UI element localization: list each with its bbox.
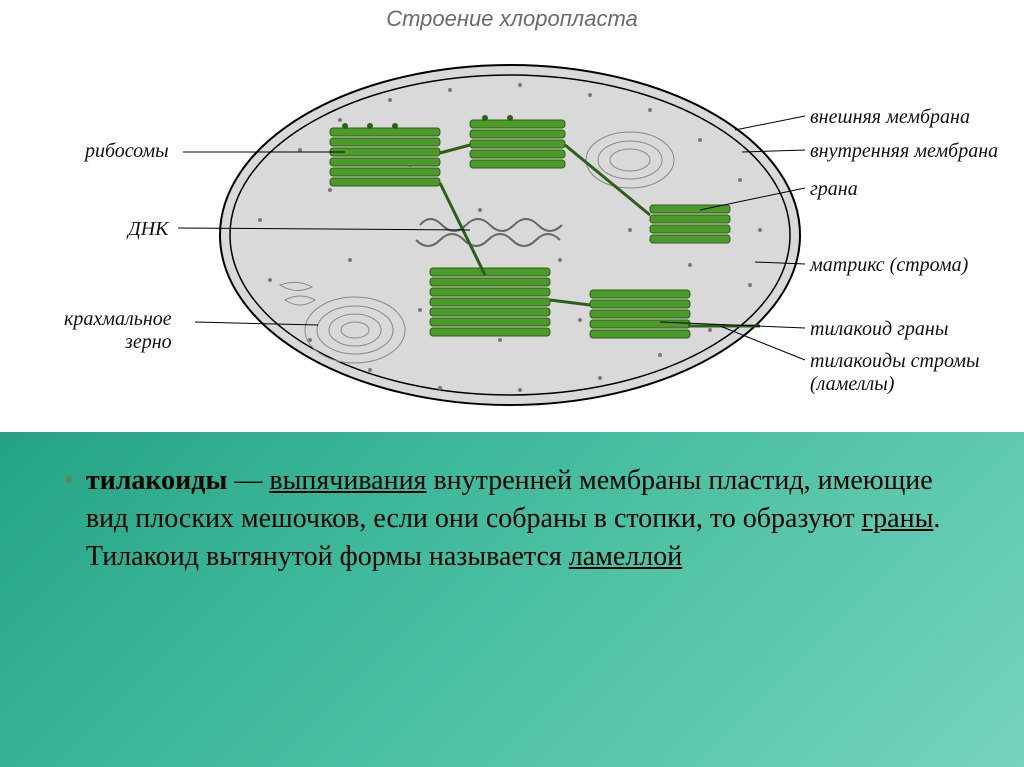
label-thylakoid-stroma: тилакоиды стромы (ламеллы) xyxy=(810,350,980,396)
caption-term: тилакоиды xyxy=(86,465,228,496)
caption-block: • тилакоиды — выпячивания внутренней мем… xyxy=(60,462,970,575)
bullet-icon: • xyxy=(64,462,74,575)
label-outer-membrane: внешняя мембрана xyxy=(810,106,970,129)
caption-u2: граны xyxy=(862,503,934,534)
label-ribosomes: рибосомы xyxy=(85,140,169,163)
caption-u3: ламеллой xyxy=(569,541,682,572)
caption-dash: — xyxy=(227,465,269,496)
label-thylakoid-grana: тилакоид граны xyxy=(810,318,948,341)
caption-text: тилакоиды — выпячивания внутренней мембр… xyxy=(86,462,970,575)
label-grana: грана xyxy=(810,178,858,201)
label-inner-membrane: внутренняя мембрана xyxy=(810,140,998,163)
label-dna: ДНК xyxy=(128,218,168,241)
label-matrix: матрикс (строма) xyxy=(810,254,968,277)
diagram-panel: Строение хлоропласта xyxy=(0,0,1024,432)
label-starch: крахмальное зерно xyxy=(64,308,172,354)
caption-u1: выпячивания xyxy=(269,465,426,496)
